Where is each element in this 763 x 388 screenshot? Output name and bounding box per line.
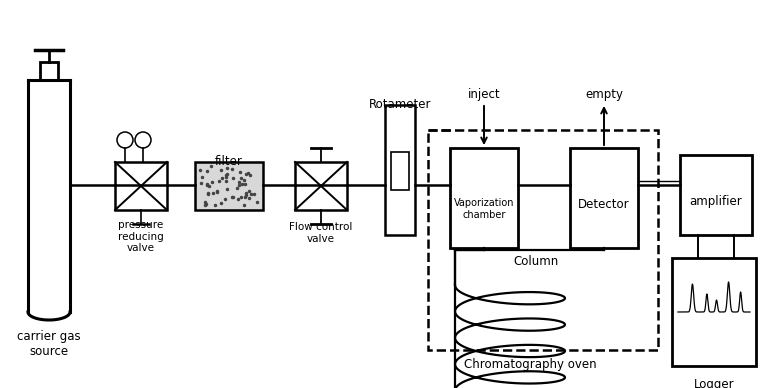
- Text: Detector: Detector: [578, 198, 629, 211]
- Text: Chromatography oven: Chromatography oven: [464, 358, 597, 371]
- Bar: [115, 162, 167, 210]
- Text: Vaporization
chamber: Vaporization chamber: [454, 198, 514, 220]
- Bar: [40, 62, 59, 80]
- Text: Logger: Logger: [694, 378, 734, 388]
- Bar: [450, 148, 518, 248]
- Text: amplifier: amplifier: [690, 195, 742, 208]
- Text: empty: empty: [585, 88, 623, 101]
- Bar: [391, 152, 409, 190]
- Bar: [672, 258, 756, 366]
- Text: inject: inject: [468, 88, 501, 101]
- Text: Flow control
valve: Flow control valve: [289, 222, 353, 244]
- Bar: [385, 105, 415, 235]
- Bar: [295, 162, 347, 210]
- Text: Rotameter: Rotameter: [369, 98, 431, 111]
- Text: filter: filter: [215, 155, 243, 168]
- Text: carrier gas
source: carrier gas source: [18, 330, 81, 358]
- Text: Column: Column: [513, 255, 559, 268]
- Bar: [428, 130, 658, 350]
- Bar: [570, 148, 638, 248]
- Bar: [195, 162, 263, 210]
- Bar: [680, 155, 752, 235]
- Text: pressure
reducing
valve: pressure reducing valve: [118, 220, 164, 253]
